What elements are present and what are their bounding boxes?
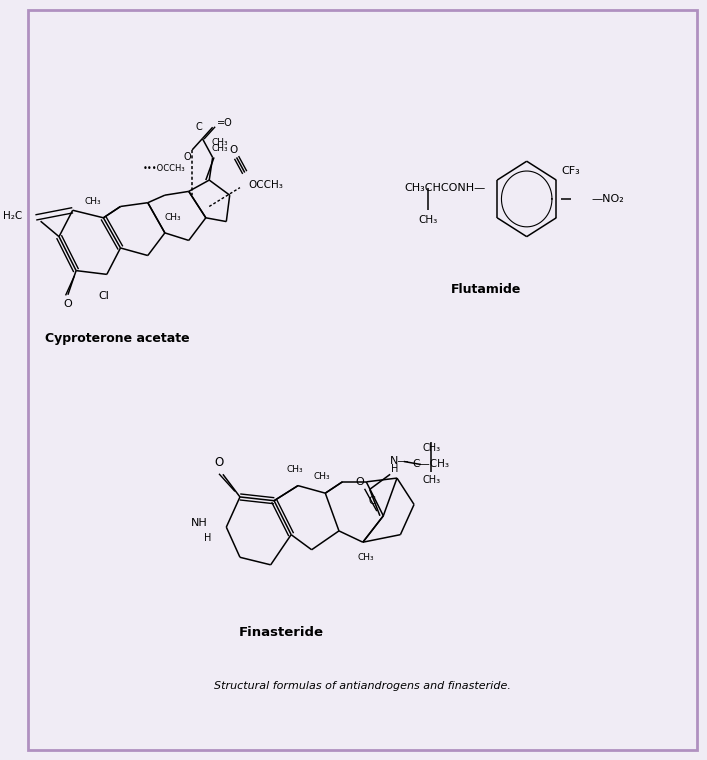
Text: C—CH₃: C—CH₃ [413, 460, 450, 470]
Text: —NO₂: —NO₂ [592, 194, 624, 204]
Text: H: H [391, 464, 399, 474]
Text: =O: =O [218, 119, 233, 128]
Text: CH₃: CH₃ [358, 553, 375, 562]
Text: O: O [355, 477, 364, 487]
Text: CH₃: CH₃ [211, 138, 228, 147]
Text: C: C [196, 122, 202, 132]
Text: Finasteride: Finasteride [238, 626, 323, 639]
Text: •••OCCH₃: •••OCCH₃ [143, 164, 185, 173]
Text: CH₃: CH₃ [85, 197, 102, 206]
Text: H: H [204, 534, 211, 543]
Text: CH₃: CH₃ [422, 443, 440, 453]
Text: CH₃: CH₃ [314, 472, 330, 481]
Text: OCCH₃: OCCH₃ [249, 180, 284, 190]
Text: CH₃: CH₃ [211, 144, 228, 153]
Text: CH₃: CH₃ [422, 474, 440, 485]
Text: CH₃: CH₃ [418, 215, 438, 225]
Text: O: O [215, 457, 224, 470]
Text: O: O [64, 299, 72, 309]
Text: NH: NH [190, 518, 207, 528]
Text: CF₃: CF₃ [561, 166, 580, 176]
Text: CH₃: CH₃ [165, 214, 182, 222]
Text: CH₃CHCONH—: CH₃CHCONH— [404, 182, 486, 192]
Text: N—: N— [390, 457, 409, 467]
Text: Flutamide: Flutamide [450, 283, 521, 296]
Text: Structural formulas of antiandrogens and finasteride.: Structural formulas of antiandrogens and… [214, 680, 511, 691]
Text: O: O [184, 153, 191, 163]
Text: Cyproterone acetate: Cyproterone acetate [45, 332, 189, 345]
Text: H₂C: H₂C [3, 211, 22, 221]
Text: C: C [368, 496, 375, 505]
Text: Cl: Cl [98, 290, 109, 300]
Text: CH₃: CH₃ [286, 464, 303, 473]
Text: O: O [229, 145, 238, 155]
